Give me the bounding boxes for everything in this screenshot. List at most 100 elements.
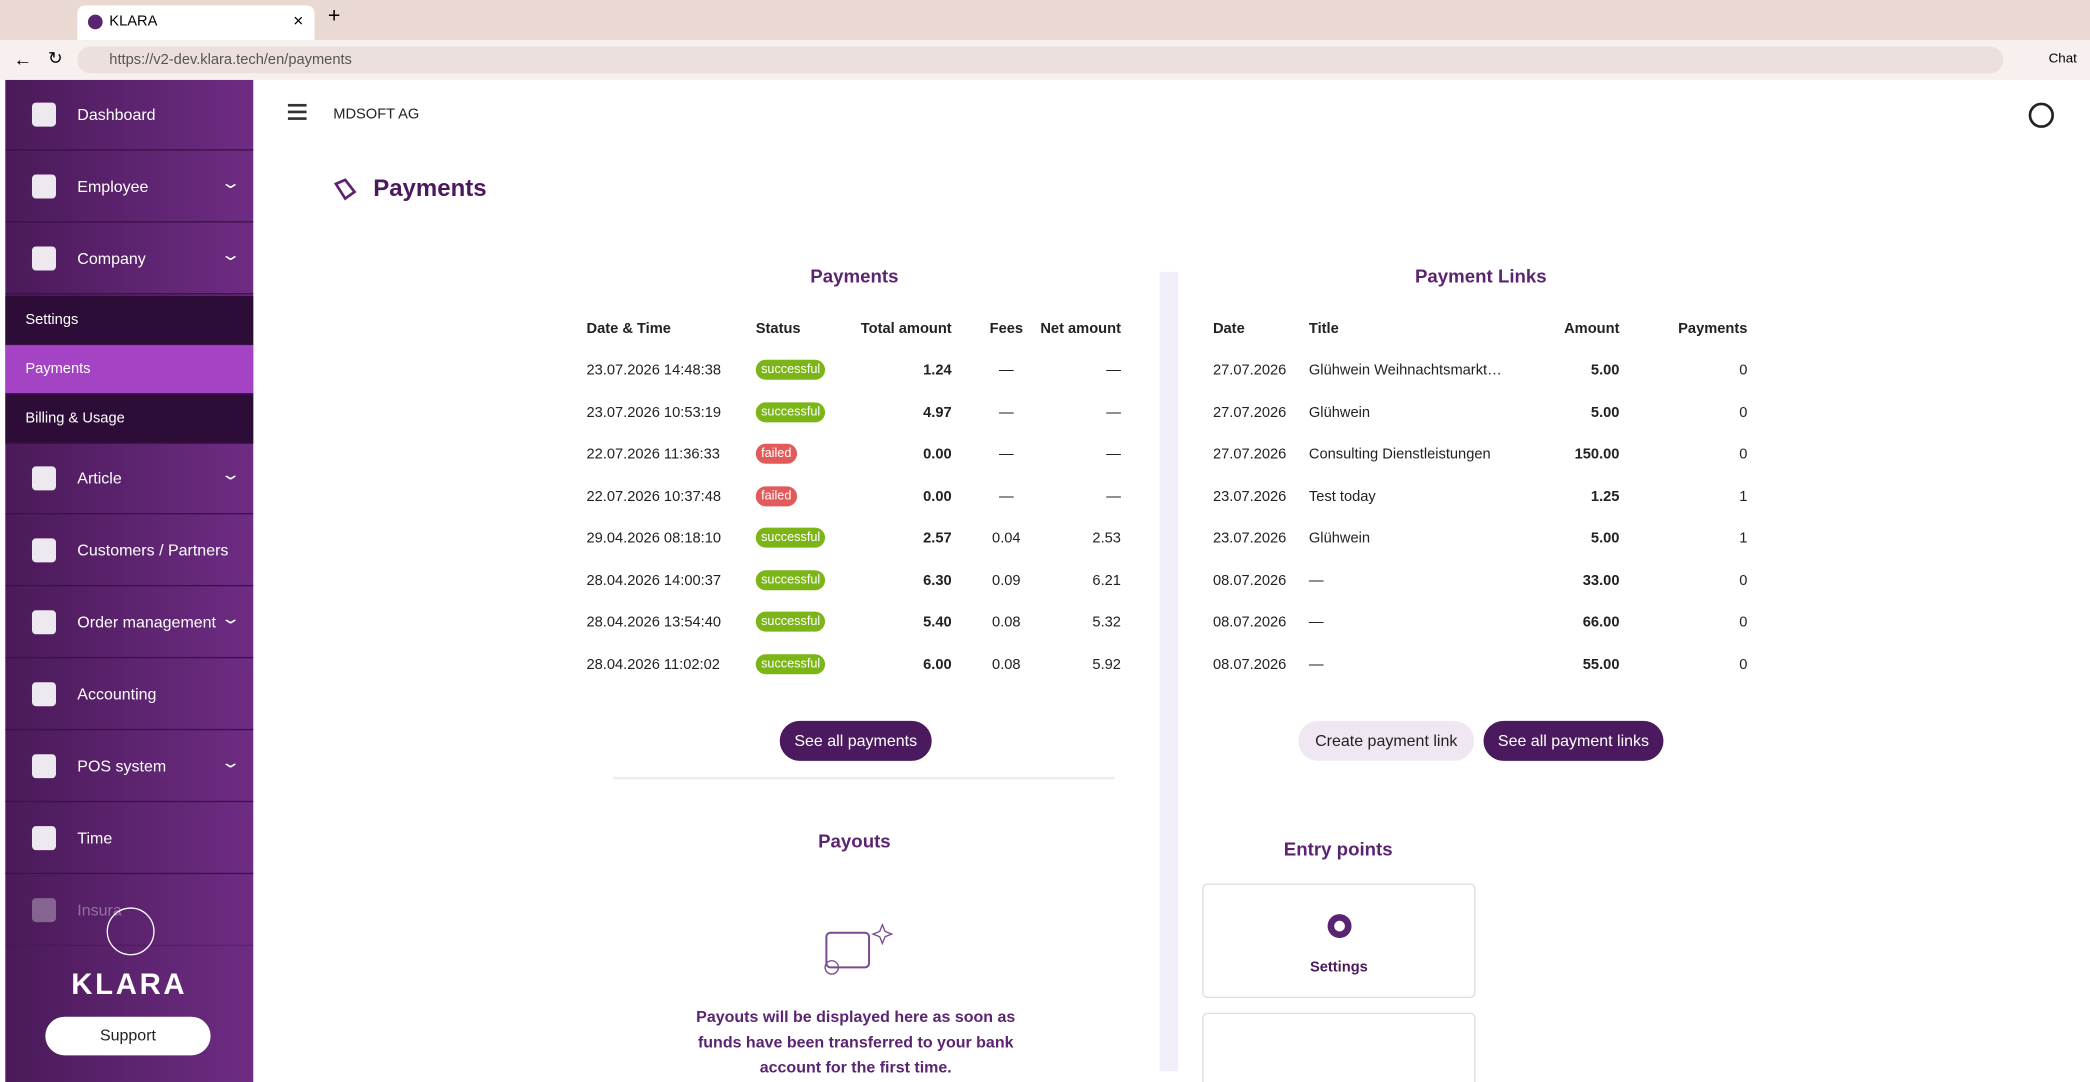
section-title: Entry points [1283,838,1393,860]
nav-label: Order management [77,612,217,632]
table-cell: 5.00 [1590,404,1620,421]
nav-icon [31,174,56,199]
nav-item[interactable]: Customers / Partners [5,516,254,587]
table-cell: — [999,362,1014,379]
nav-item[interactable]: Settings [5,295,254,346]
table-cell: 23.07.2026 14:48:38 [586,362,722,379]
status-badge: successful [755,569,826,590]
button[interactable]: Create payment link [1298,720,1475,761]
nav-label: Insura [77,900,122,920]
brand: KLARA [71,967,188,1001]
table-cell: 0 [1739,362,1748,379]
status-badge: successful [755,653,826,674]
table-cell: 5.40 [923,614,952,631]
support-button[interactable]: Support [45,1016,211,1056]
tab[interactable]: KLARA × [77,5,315,40]
nav-label: Dashboard [77,105,156,124]
table-cell: 1.24 [923,362,952,379]
status-badge: successful [755,359,826,380]
table-cell: 5.92 [1092,656,1121,673]
table-cell: 66.00 [1582,614,1620,631]
address-bar: ← ↻ https://v2-dev.klara.tech/en/payment… [0,39,2090,80]
table-cell: 23.07.2026 10:53:19 [586,404,722,421]
nav-item[interactable]: Dashboard [5,80,254,151]
url-field[interactable]: https://v2-dev.klara.tech/en/payments [77,46,2004,74]
payout-icon [824,922,894,975]
table-cell: 6.21 [1092,572,1121,589]
entry-card[interactable]: Settings [1202,883,1476,999]
column-header: Title [1308,321,1339,338]
nav-label: Time [77,828,113,848]
table-cell: 6.00 [923,656,952,673]
profile[interactable] [2028,102,2054,128]
table-cell: 0 [1739,446,1748,463]
menu[interactable] [287,103,307,120]
table-cell: — [1106,488,1121,505]
table-cell: 0.08 [992,614,1021,631]
nav-item[interactable]: Employee ⌄ [5,152,254,223]
tab-bar: KLARA × + [0,0,2090,40]
nav-item[interactable]: Accounting [5,660,254,731]
nav-label: Billing & Usage [25,410,125,427]
table-cell: 0 [1739,614,1748,631]
table-cell: 0 [1739,404,1748,421]
nav-icon [31,538,56,563]
table-cell: 0.00 [923,446,952,463]
nav-item[interactable]: POS system ⌄ [5,732,254,803]
tab-title: KLARA [109,13,158,30]
table-cell: 0.09 [992,572,1021,589]
table-cell: 27.07.2026 [1212,446,1287,463]
column-header: Status [755,321,801,338]
table-cell: — [1106,362,1121,379]
table-cell: 0.00 [923,488,952,505]
table-cell: — [1308,614,1324,631]
table-cell: 55.00 [1582,656,1620,673]
nav-item[interactable]: Article ⌄ [5,444,254,515]
column-header: Fees [989,321,1024,338]
table-cell: 150.00 [1574,446,1620,463]
table-cell: 29.04.2026 08:18:10 [586,530,722,547]
nav-icon [31,466,56,491]
new-tab[interactable]: + [327,5,341,28]
company: MDSOFT AG [333,106,420,123]
chevron: ⌄ [219,465,242,484]
nav-label: Accounting [77,684,157,704]
nav-label: POS system [77,756,167,776]
table-cell: 33.00 [1582,572,1620,589]
section-title: Payments [810,265,899,287]
button[interactable]: See all payments [779,720,932,761]
nav-icon [31,610,56,635]
table-cell: 08.07.2026 [1212,572,1287,589]
table-cell: — [999,404,1014,421]
table-cell: — [1308,656,1324,673]
table-cell: 27.07.2026 [1212,362,1287,379]
table-cell: 6.30 [923,572,952,589]
column-header: Date & Time [586,321,671,338]
button[interactable]: See all payment links [1483,720,1664,761]
chevron: ⌄ [219,608,242,628]
nav-label: Employee [77,177,149,196]
column-header: Payments [1678,321,1748,338]
nav-item[interactable]: Time [5,803,254,875]
table-cell: 1 [1739,488,1748,505]
nav-item[interactable]: Order management ⌄ [5,588,254,659]
nav-icon [31,682,56,707]
status-badge: failed [755,485,797,506]
nav-icon [31,246,56,271]
table-cell: — [999,446,1014,463]
page-icon [333,178,357,201]
nav-item[interactable]: Company ⌄ [5,224,254,295]
status-badge: successful [755,527,826,548]
nav-item[interactable]: Billing & Usage [5,394,254,444]
nav-icon [31,826,56,851]
table-cell: 2.57 [923,530,952,547]
table-cell: 5.32 [1092,614,1121,631]
table-cell: 27.07.2026 [1212,404,1287,421]
table-cell: — [999,488,1014,505]
status-badge: successful [755,611,826,632]
chat[interactable]: Chat [2048,51,2077,67]
entry-card[interactable] [1202,1012,1476,1082]
nav-item[interactable]: Payments [5,345,254,395]
logo [106,907,155,956]
